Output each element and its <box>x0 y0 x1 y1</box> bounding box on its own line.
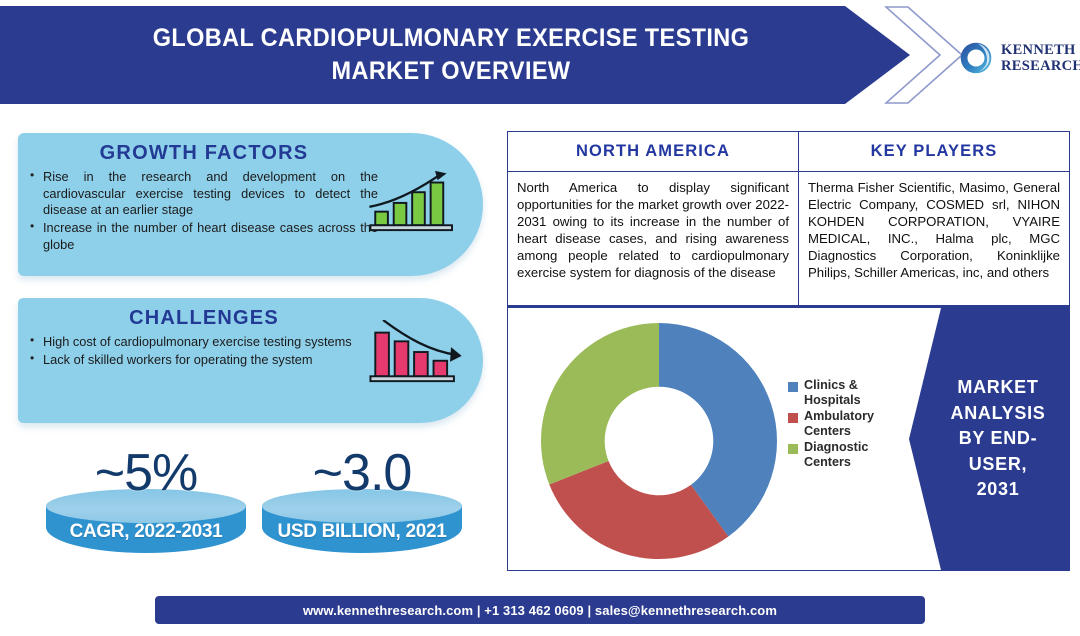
list-item: Lack of skilled workers for operating th… <box>26 351 378 369</box>
legend-label: Ambulatory Centers <box>804 409 874 438</box>
donut-slice <box>659 323 777 537</box>
stat-badge-market-size: ~3.0 USD BILLION, 2021 <box>262 444 462 570</box>
north-america-body: North America to display significant opp… <box>508 172 799 305</box>
legend-swatch <box>788 413 798 424</box>
list-item: Rise in the research and development on … <box>26 168 378 219</box>
panel-header-row: NORTH AMERICA KEY PLAYERS <box>508 132 1069 172</box>
legend-label: Clinics & Hospitals <box>804 378 861 407</box>
growth-factors-list: Rise in the research and development on … <box>26 168 378 253</box>
brand-logo-line-1: KENNETH <box>1001 41 1076 58</box>
legend-item: Clinics & Hospitals <box>788 378 908 407</box>
chart-legend: Clinics & Hospitals Ambulatory Centers D… <box>788 378 908 472</box>
cylinder-top <box>262 489 462 523</box>
brand-logo-text: KENNETH RESEARCH <box>1001 42 1080 74</box>
panel-body-row: North America to display significant opp… <box>508 172 1069 305</box>
page-title-line-1: GLOBAL CARDIOPULMONARY EXERCISE TESTING <box>152 24 750 52</box>
legend-label: Diagnostic Centers <box>804 440 869 469</box>
stat-value: ~5% <box>94 444 199 502</box>
page-title: GLOBAL CARDIOPULMONARY EXERCISE TESTING … <box>94 22 808 88</box>
north-america-heading: NORTH AMERICA <box>508 132 799 172</box>
legend-item: Ambulatory Centers <box>788 409 908 438</box>
panel-divider <box>508 305 1069 308</box>
brand-logo-line-2: RESEARCH <box>1001 58 1080 74</box>
end-user-donut-chart <box>534 316 784 566</box>
market-analysis-callout: MARKET ANALYSIS BY END-USER, 2031 <box>909 308 1069 570</box>
stat-badge-cagr: ~5% CAGR, 2022-2031 <box>46 444 246 570</box>
donut-slice <box>549 460 729 559</box>
donut-slice <box>541 323 659 485</box>
chart-zone: Clinics & Hospitals Ambulatory Centers D… <box>508 308 1069 570</box>
page-title-line-2: MARKET OVERVIEW <box>331 57 571 85</box>
growth-factors-title: GROWTH FACTORS <box>99 142 309 164</box>
key-players-body: Therma Fisher Scientific, Masimo, Genera… <box>808 180 1060 281</box>
stat-label: CAGR, 2022-2031 <box>69 521 223 542</box>
header-chevron-icon <box>884 6 964 104</box>
challenges-card: CHALLENGES High cost of cardiopulmonary … <box>18 298 483 423</box>
rising-bar-chart-icon <box>369 170 453 232</box>
challenges-list: High cost of cardiopulmonary exercise te… <box>26 333 378 369</box>
stat-label: USD BILLION, 2021 <box>277 521 447 542</box>
key-players-heading: KEY PLAYERS <box>799 132 1069 172</box>
declining-bar-chart-icon <box>369 320 462 383</box>
cylinder-top <box>46 489 246 523</box>
right-panel: NORTH AMERICA KEY PLAYERS North America … <box>507 131 1070 571</box>
legend-item: Diagnostic Centers <box>788 440 908 469</box>
challenges-title: CHALLENGES <box>129 307 279 329</box>
kenneth-research-swirl-logo-icon <box>958 40 994 76</box>
list-item: High cost of cardiopulmonary exercise te… <box>26 333 378 351</box>
list-item: Increase in the number of heart disease … <box>26 219 378 253</box>
brand-logo[interactable]: KENNETH RESEARCH <box>958 32 1080 84</box>
legend-swatch <box>788 444 798 455</box>
footer-bar: www.kennethresearch.com | +1 313 462 060… <box>155 596 925 624</box>
header: GLOBAL CARDIOPULMONARY EXERCISE TESTING … <box>0 6 1080 104</box>
header-banner: GLOBAL CARDIOPULMONARY EXERCISE TESTING … <box>0 6 910 104</box>
footer-contact-text: www.kennethresearch.com | +1 313 462 060… <box>302 602 778 618</box>
market-analysis-callout-text: MARKET ANALYSIS BY END-USER, 2031 <box>950 377 1046 500</box>
growth-factors-card: GROWTH FACTORS Rise in the research and … <box>18 133 483 276</box>
legend-swatch <box>788 382 798 392</box>
stat-value: ~3.0 <box>312 444 413 502</box>
